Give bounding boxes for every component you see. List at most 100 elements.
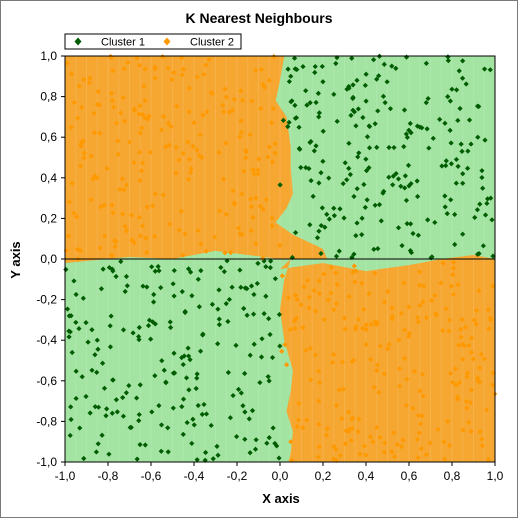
cluster-2-point [269, 215, 275, 221]
cluster-2-point [139, 111, 146, 117]
cluster-1-point [390, 182, 396, 188]
cluster-1-point [322, 224, 328, 230]
cluster-1-point [124, 283, 130, 289]
cluster-2-point [416, 430, 422, 436]
cluster-1-point [136, 418, 142, 424]
cluster-2-point [77, 163, 84, 169]
cluster-1-point [136, 333, 142, 340]
cluster-1-point [225, 369, 231, 376]
cluster-1-point [364, 134, 371, 140]
cluster-1-point [108, 313, 114, 319]
cluster-2-point [418, 421, 424, 427]
cluster-1-point [318, 170, 324, 176]
cluster-2-point [353, 268, 359, 274]
cluster-1-point [448, 197, 454, 203]
cluster-2-point [490, 382, 496, 388]
cluster-1-point [364, 197, 370, 203]
cluster-2-point [415, 412, 422, 419]
cluster-2-point [158, 127, 165, 133]
cluster-1-point [268, 258, 274, 264]
cluster-2-point [64, 60, 70, 66]
cluster-1-point [362, 82, 368, 88]
cluster-1-point [331, 205, 337, 211]
cluster-1-point [81, 455, 87, 462]
cluster-2-point [251, 171, 257, 177]
cluster-1-point [123, 273, 130, 280]
cluster-2-point [114, 120, 120, 126]
cluster-1-point [482, 137, 488, 143]
cluster-1-point [202, 449, 209, 456]
cluster-1-point [257, 379, 263, 386]
cluster-1-point [387, 106, 394, 112]
cluster-1-point [316, 180, 322, 186]
cluster-2-point [360, 325, 366, 331]
cluster-2-point [109, 202, 115, 208]
cluster-1-point [286, 78, 292, 85]
cluster-1-point [386, 174, 392, 180]
cluster-1-point [151, 291, 157, 298]
cluster-2-point [241, 168, 247, 174]
cluster-1-point [340, 181, 346, 187]
cluster-1-point [189, 293, 195, 299]
cluster-1-point [152, 373, 158, 379]
cluster-2-point [91, 110, 97, 117]
cluster-1-point [311, 148, 317, 154]
data-points [63, 53, 498, 464]
cluster-2-point [396, 365, 403, 372]
cluster-2-point [165, 65, 171, 71]
cluster-1-point [466, 117, 473, 123]
cluster-1-point [315, 90, 321, 97]
cluster-2-point [459, 317, 465, 323]
cluster-1-point [92, 352, 98, 358]
cluster-2-point [139, 125, 145, 131]
cluster-1-point [402, 173, 408, 179]
cluster-2-point [298, 302, 304, 308]
cluster-2-point [144, 204, 150, 210]
cluster-2-point [328, 290, 334, 296]
cluster-2-point [346, 293, 352, 300]
cluster-2-point [476, 288, 482, 294]
cluster-1-point [455, 163, 461, 169]
cluster-1-point [89, 327, 95, 333]
cluster-2-point [169, 77, 175, 83]
cluster-2-point [186, 85, 192, 91]
cluster-2-point [101, 202, 107, 208]
cluster-2-point [374, 319, 380, 326]
cluster-1-point [312, 69, 318, 76]
cluster-1-point [158, 448, 164, 454]
cluster-1-point [266, 378, 272, 384]
cluster-1-point [363, 71, 369, 77]
cluster-2-point [271, 54, 277, 60]
cluster-2-point [137, 177, 143, 184]
cluster-1-point [98, 286, 105, 292]
cluster-2-point [450, 379, 456, 386]
cluster-2-point [463, 398, 470, 404]
cluster-1-point [194, 371, 200, 377]
cluster-1-point [449, 86, 455, 92]
cluster-2-point [456, 342, 462, 348]
cluster-1-point [308, 178, 314, 184]
cluster-1-point [163, 379, 169, 385]
cluster-2-point [435, 426, 441, 432]
cluster-2-point [411, 368, 417, 375]
cluster-1-point [353, 233, 359, 239]
cluster-1-point [159, 358, 165, 364]
cluster-2-point [481, 356, 487, 362]
cluster-2-point [450, 265, 457, 271]
cluster-1-point [83, 393, 89, 400]
cluster-2-point [160, 192, 166, 198]
x-tick-label: 0,0 [272, 469, 289, 483]
cluster-1-point [186, 387, 192, 393]
cluster-2-point [446, 328, 452, 334]
cluster-1-point [316, 228, 322, 234]
cluster-2-point [304, 277, 311, 284]
cluster-1-point [453, 87, 460, 93]
cluster-2-point [441, 439, 447, 445]
cluster-2-point [381, 371, 387, 377]
cluster-1-point [270, 425, 276, 431]
cluster-1-point [183, 375, 190, 381]
cluster-1-point [244, 312, 250, 318]
y-axis-ticks: 1,0 0,8 0,6 0,4 0,2 0,0 -0,2 -0,4 -0,6 -0,8 -1,0 [36, 49, 65, 469]
cluster-2-point [188, 165, 194, 171]
cluster-2-point [294, 424, 300, 430]
